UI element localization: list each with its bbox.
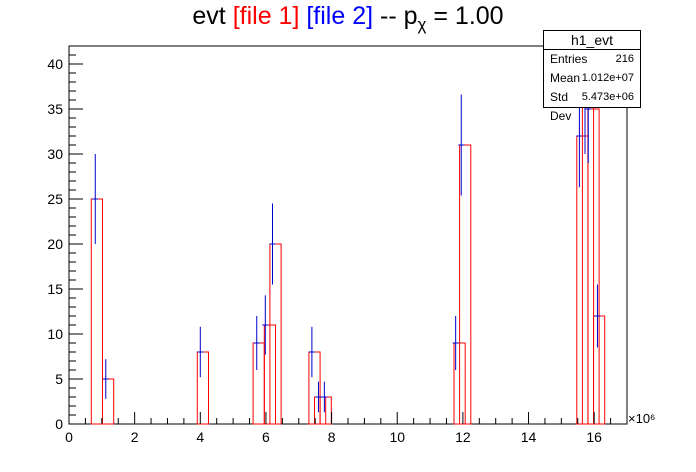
histogram-bin — [90, 198, 104, 425]
y-tick-label: 10 — [47, 326, 63, 342]
stats-row-mean: Mean 1.012e+07 — [550, 69, 634, 88]
stats-box: h1_evt Entries 216 Mean 1.012e+07 Std De… — [543, 30, 641, 123]
stats-label: Mean — [550, 71, 581, 85]
y-tick-label: 5 — [55, 371, 63, 387]
y-axis: 0 5 10 15 20 25 30 35 40 — [47, 45, 83, 432]
x-tick-label: 2 — [131, 429, 139, 445]
title-suffix-pre: -- p — [373, 2, 418, 30]
title-prefix: evt — [192, 2, 233, 30]
stats-value: 1.012e+07 — [581, 72, 634, 84]
y-tick-label: 40 — [47, 56, 63, 72]
y-tick-label: 35 — [47, 101, 63, 117]
stats-value: 216 — [615, 53, 634, 65]
histogram-bin — [252, 342, 265, 425]
x-exponent-label: ×10⁶ — [628, 411, 655, 426]
x-tick-label: 14 — [521, 429, 537, 445]
stats-name: h1_evt — [544, 31, 640, 50]
histogram-bin — [196, 351, 210, 425]
stats-label: Std Dev — [550, 90, 572, 123]
y-tick-label: 15 — [47, 281, 63, 297]
stats-value: 5.473e+06 — [581, 91, 634, 103]
x-tick-label: 4 — [196, 429, 204, 445]
title-suffix-post: = 1.00 — [426, 2, 504, 30]
x-tick-label: 16 — [586, 429, 602, 445]
x-tick-label: 6 — [262, 429, 270, 445]
file1-histogram — [90, 99, 606, 425]
title-subscript: χ — [417, 15, 427, 34]
chart-title: evt [file 1] [file 2] -- pχ = 1.00 — [0, 2, 696, 35]
file2-error-bars — [92, 46, 601, 413]
x-tick-label: 12 — [455, 429, 471, 445]
x-axis: 0 2 4 6 8 10 12 14 16 — [65, 412, 628, 445]
stats-row-entries: Entries 216 — [550, 50, 634, 69]
histogram-bin — [459, 144, 472, 425]
title-file1: [file 1] — [232, 2, 300, 30]
histogram-bin — [102, 378, 115, 425]
stats-row-stddev: Std Dev 5.473e+06 — [550, 88, 634, 123]
y-tick-label: 20 — [47, 236, 63, 252]
x-tick-label: 10 — [389, 429, 405, 445]
y-tick-label: 0 — [55, 416, 63, 432]
stats-label: Entries — [550, 52, 588, 66]
x-tick-label: 0 — [65, 429, 73, 445]
y-tick-label: 25 — [47, 191, 63, 207]
title-file2: [file 2] — [306, 2, 374, 30]
y-tick-label: 30 — [47, 146, 63, 162]
x-tick-label: 8 — [328, 429, 336, 445]
